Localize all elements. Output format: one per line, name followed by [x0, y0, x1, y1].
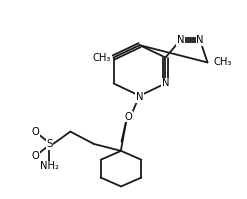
- Text: NH₂: NH₂: [40, 161, 59, 171]
- Text: N: N: [162, 78, 169, 88]
- Text: CH₃: CH₃: [214, 58, 232, 67]
- Text: CH₃: CH₃: [93, 53, 111, 62]
- Text: O: O: [32, 127, 40, 137]
- Text: N: N: [136, 92, 143, 102]
- Text: O: O: [32, 151, 40, 161]
- Text: N: N: [196, 35, 204, 45]
- Text: S: S: [46, 139, 53, 149]
- Text: N: N: [177, 35, 184, 45]
- Text: O: O: [124, 112, 132, 122]
